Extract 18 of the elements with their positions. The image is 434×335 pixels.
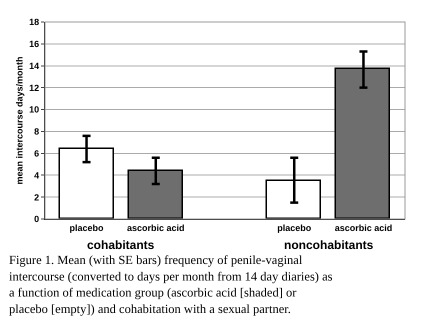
y-tick-label: 18 (29, 17, 40, 28)
text: noncohabitants (284, 238, 374, 252)
caption: Figure 1. Mean (with SE bars) frequency of penile-vaginal intercourse (converted to days per month from 14 day diaries) as a function of medication group (ascorbic acid [shaded] or placebo [empty]) and cohabitation with a sexual partner. (9, 253, 333, 316)
y-tick-label: 12 (29, 82, 40, 93)
y-tick-label: 4 (34, 170, 40, 180)
x-tick-label: ascorbic acid (334, 222, 392, 233)
y-tick-label: 0 (34, 214, 40, 224)
y-tick-label: 8 (34, 126, 40, 137)
y-tick-label: 6 (34, 148, 40, 158)
x-tick-label: placebo (277, 222, 312, 233)
y-tick-label: 2 (34, 192, 40, 202)
y-axis-title: mean intercourse days/month (14, 56, 25, 185)
y-tick-label: 10 (29, 104, 40, 115)
y-tick-label: 14 (29, 60, 40, 71)
text: cohabitants (87, 238, 155, 252)
y-tick-label: 16 (29, 39, 40, 50)
x-tick-label: ascorbic acid (127, 222, 185, 233)
x-tick-label: placebo (70, 222, 104, 233)
